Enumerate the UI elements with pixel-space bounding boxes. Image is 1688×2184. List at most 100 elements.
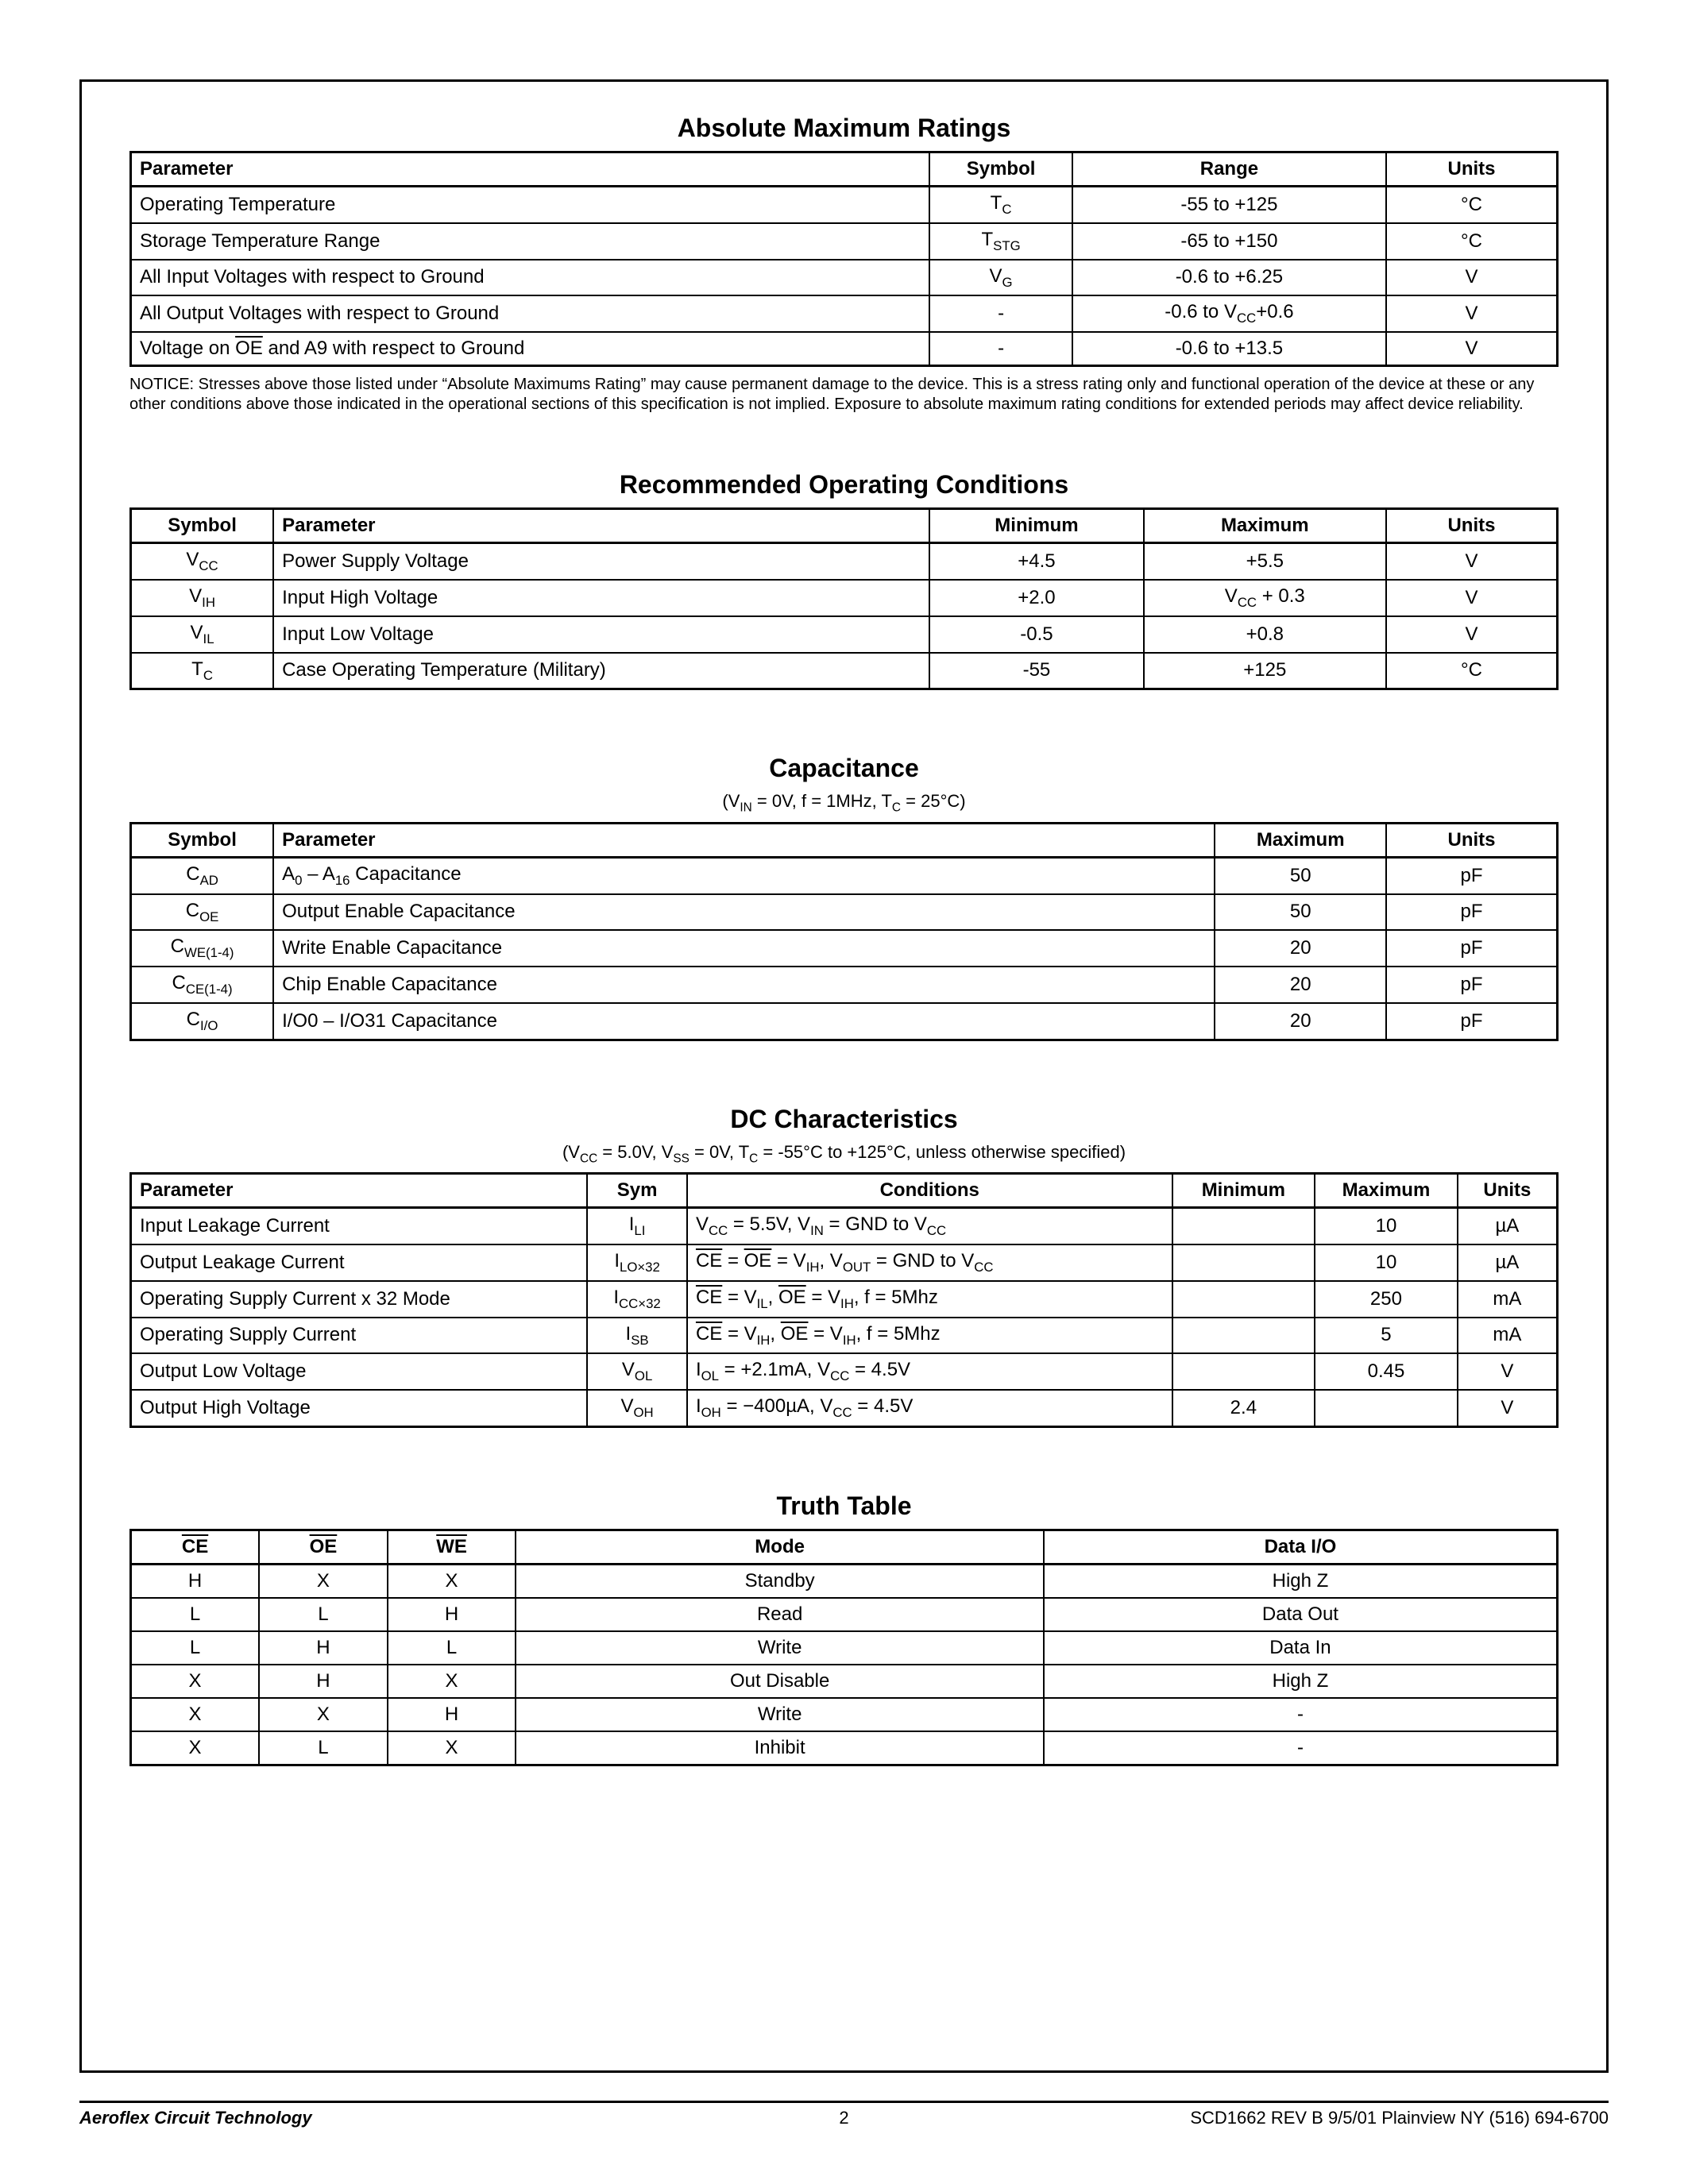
table-row: Operating Supply Current x 32 ModeICC×32…: [131, 1281, 1558, 1318]
table-cell: X: [131, 1698, 260, 1731]
table-cell: -: [929, 295, 1072, 332]
table-cell: X: [259, 1564, 388, 1598]
table-cell: µA: [1458, 1208, 1558, 1244]
table-cell: H: [388, 1698, 516, 1731]
table-cell: +2.0: [929, 580, 1143, 616]
table-cell: TC: [929, 187, 1072, 223]
table-row: VCCPower Supply Voltage+4.5+5.5V: [131, 543, 1558, 580]
table-row: Input Leakage CurrentILIVCC = 5.5V, VIN …: [131, 1208, 1558, 1244]
table-cell: pF: [1386, 894, 1558, 931]
table-cell: Input High Voltage: [273, 580, 929, 616]
table-cell: ICC×32: [587, 1281, 687, 1318]
table-cell: [1172, 1353, 1315, 1390]
column-header: Maximum: [1315, 1174, 1458, 1208]
table-cell: -55 to +125: [1072, 187, 1386, 223]
roc-title: Recommended Operating Conditions: [129, 470, 1559, 500]
table-cell: 5: [1315, 1318, 1458, 1354]
amr-notice: NOTICE: Stresses above those listed unde…: [129, 375, 1559, 415]
table-row: CI/OI/O0 – I/O31 Capacitance20pF: [131, 1003, 1558, 1040]
table-cell: V: [1386, 616, 1558, 653]
table-row: LHLWriteData In: [131, 1631, 1558, 1665]
table-cell: X: [131, 1731, 260, 1765]
table-cell: V: [1386, 543, 1558, 580]
column-header: Sym: [587, 1174, 687, 1208]
table-row: CADA0 – A16 Capacitance50pF: [131, 857, 1558, 893]
table-cell: °C: [1386, 223, 1558, 260]
table-cell: X: [388, 1665, 516, 1698]
table-cell: mA: [1458, 1318, 1558, 1354]
column-header: Parameter: [273, 509, 929, 543]
table-cell: V: [1458, 1390, 1558, 1426]
table-row: VIHInput High Voltage+2.0VCC + 0.3V: [131, 580, 1558, 616]
dc-table: ParameterSymConditionsMinimumMaximumUnit…: [129, 1172, 1559, 1428]
table-cell: Output Enable Capacitance: [273, 894, 1215, 931]
column-header: Parameter: [131, 1174, 588, 1208]
table-row: Output Low VoltageVOLIOL = +2.1mA, VCC =…: [131, 1353, 1558, 1390]
table-cell: CAD: [131, 857, 274, 893]
cap-title: Capacitance: [129, 754, 1559, 783]
table-cell: +4.5: [929, 543, 1143, 580]
column-header: Conditions: [687, 1174, 1172, 1208]
column-header: Minimum: [929, 509, 1143, 543]
table-row: CWE(1-4)Write Enable Capacitance20pF: [131, 930, 1558, 967]
table-cell: V: [1386, 260, 1558, 296]
table-cell: High Z: [1044, 1665, 1558, 1698]
table-cell: Write: [516, 1631, 1044, 1665]
table-row: CCE(1-4)Chip Enable Capacitance20pF: [131, 967, 1558, 1003]
table-cell: H: [131, 1564, 260, 1598]
table-cell: -: [929, 332, 1072, 366]
table-cell: Inhibit: [516, 1731, 1044, 1765]
column-header: Units: [1386, 152, 1558, 187]
table-cell: Data Out: [1044, 1598, 1558, 1631]
column-header: Units: [1458, 1174, 1558, 1208]
table-cell: pF: [1386, 967, 1558, 1003]
cap-section: Capacitance (VIN = 0V, f = 1MHz, TC = 25…: [129, 754, 1559, 1048]
table-cell: X: [388, 1564, 516, 1598]
table-cell: ILI: [587, 1208, 687, 1244]
table-cell: CI/O: [131, 1003, 274, 1040]
table-cell: [1315, 1390, 1458, 1426]
table-cell: 20: [1215, 967, 1386, 1003]
table-cell: CCE(1-4): [131, 967, 274, 1003]
table-cell: Write Enable Capacitance: [273, 930, 1215, 967]
truth-table: CEOEWEModeData I/OHXXStandbyHigh ZLLHRea…: [129, 1529, 1559, 1766]
table-row: XXHWrite-: [131, 1698, 1558, 1731]
table-cell: I/O0 – I/O31 Capacitance: [273, 1003, 1215, 1040]
table-cell: Out Disable: [516, 1665, 1044, 1698]
table-cell: CWE(1-4): [131, 930, 274, 967]
column-header: Parameter: [131, 152, 930, 187]
truth-section: Truth Table CEOEWEModeData I/OHXXStandby…: [129, 1491, 1559, 1774]
table-cell: VOL: [587, 1353, 687, 1390]
table-cell: Voltage on OE and A9 with respect to Gro…: [131, 332, 930, 366]
table-cell: 50: [1215, 857, 1386, 893]
table-cell: Read: [516, 1598, 1044, 1631]
table-cell: CE = OE = VIH, VOUT = GND to VCC: [687, 1244, 1172, 1281]
table-row: Output Leakage CurrentILO×32CE = OE = VI…: [131, 1244, 1558, 1281]
table-row: VILInput Low Voltage-0.5+0.8V: [131, 616, 1558, 653]
table-cell: Storage Temperature Range: [131, 223, 930, 260]
table-cell: VOH: [587, 1390, 687, 1426]
table-row: Storage Temperature RangeTSTG-65 to +150…: [131, 223, 1558, 260]
table-cell: L: [131, 1631, 260, 1665]
table-row: LLHReadData Out: [131, 1598, 1558, 1631]
dc-section: DC Characteristics (VCC = 5.0V, VSS = 0V…: [129, 1105, 1559, 1436]
amr-table: ParameterSymbolRangeUnitsOperating Tempe…: [129, 151, 1559, 367]
table-cell: -65 to +150: [1072, 223, 1386, 260]
table-row: XHXOut DisableHigh Z: [131, 1665, 1558, 1698]
table-cell: VG: [929, 260, 1072, 296]
table-cell: Case Operating Temperature (Military): [273, 653, 929, 689]
table-cell: 50: [1215, 894, 1386, 931]
table-cell: VCC = 5.5V, VIN = GND to VCC: [687, 1208, 1172, 1244]
dc-title: DC Characteristics: [129, 1105, 1559, 1134]
roc-table: SymbolParameterMinimumMaximumUnitsVCCPow…: [129, 507, 1559, 690]
table-cell: mA: [1458, 1281, 1558, 1318]
page-footer: Aeroflex Circuit Technology 2 SCD1662 RE…: [79, 2101, 1609, 2128]
table-cell: CE = VIH, OE = VIH, f = 5Mhz: [687, 1318, 1172, 1354]
column-header: Symbol: [131, 509, 274, 543]
table-cell: pF: [1386, 857, 1558, 893]
table-row: Operating Supply CurrentISBCE = VIH, OE …: [131, 1318, 1558, 1354]
column-header: Data I/O: [1044, 1530, 1558, 1564]
table-cell: Power Supply Voltage: [273, 543, 929, 580]
cap-table: SymbolParameterMaximumUnitsCADA0 – A16 C…: [129, 822, 1559, 1041]
column-header: Units: [1386, 509, 1558, 543]
